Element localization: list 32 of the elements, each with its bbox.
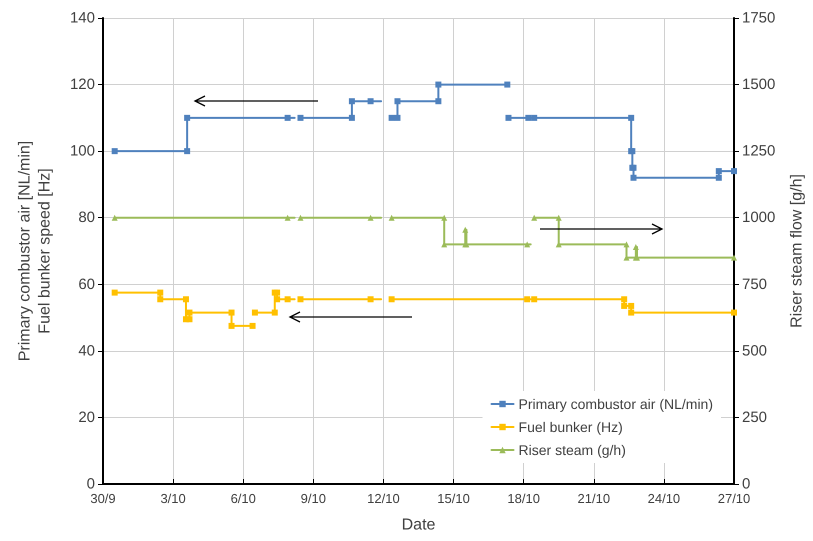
x-tick-label: 30/9 [90, 491, 116, 506]
y2-tick-label: 0 [742, 476, 750, 492]
y-tick-label: 100 [70, 142, 95, 160]
y2-tick-label: 1500 [742, 76, 776, 94]
x-axis-title: Date [402, 516, 436, 534]
x-tick-label: 27/10 [718, 491, 750, 506]
x-tick-label: 18/10 [507, 491, 540, 506]
y-tick-label: 80 [78, 209, 95, 226]
y-tick-label: 60 [78, 276, 95, 293]
x-tick-label: 15/10 [437, 491, 470, 506]
x-tick-label: 24/10 [648, 491, 680, 506]
y2-tick-label: 1250 [742, 142, 776, 160]
y-axis-title: Primary combustor air [NL/min] Fuel bunker speed [Hz] [16, 140, 54, 362]
y-tick-label: 20 [78, 408, 95, 426]
x-tick-label: 6/10 [230, 491, 256, 506]
x-tick-label: 21/10 [578, 491, 610, 506]
x-tick-label: 12/10 [367, 491, 400, 506]
y2-axis-title: Riser steam flow [g/h] [788, 174, 806, 328]
y2-tick-label: 1000 [742, 209, 776, 226]
y-tick-label: 0 [86, 476, 95, 492]
legend-label: Primary combustor air (NL/min) [518, 396, 714, 412]
y-tick-label: 140 [70, 10, 95, 26]
y2-tick-label: 1750 [742, 10, 776, 26]
legend-label: Fuel bunker (Hz) [518, 419, 623, 435]
legend-label: Riser steam (g/h) [518, 442, 626, 458]
y2-tick-label: 750 [742, 276, 768, 293]
x-tick-label: 3/10 [160, 491, 186, 506]
x-tick-label: 9/10 [300, 491, 326, 506]
y-tick-label: 120 [70, 76, 95, 94]
y-tick-label: 40 [78, 342, 95, 360]
y2-tick-label: 250 [742, 408, 768, 426]
y2-tick-label: 500 [742, 342, 768, 360]
